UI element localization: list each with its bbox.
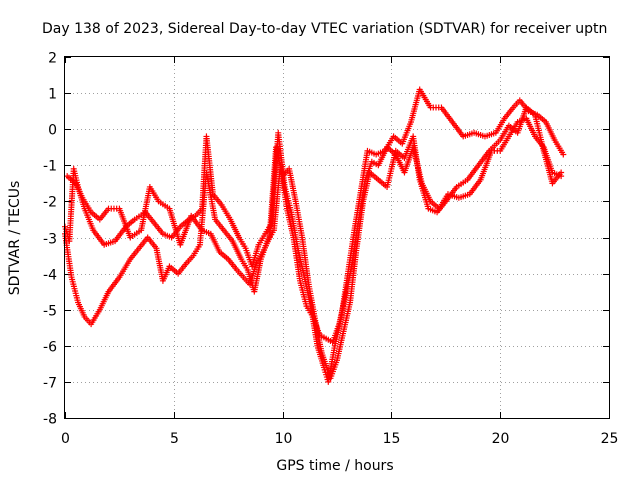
y-tick-label: -8 (43, 412, 57, 428)
plot-frame (64, 56, 610, 419)
y-tick-label: -3 (43, 232, 57, 248)
y-axis-label: SDTVAR / TECUs (7, 181, 23, 296)
x-tick-label: 5 (170, 431, 179, 447)
y-tick-label: -7 (43, 376, 57, 392)
y-tick-label: -2 (43, 195, 57, 211)
x-tick-label: 0 (61, 431, 70, 447)
y-tick-label: 2 (48, 51, 57, 67)
y-tick-label: -5 (43, 304, 57, 320)
y-tick-label: 0 (48, 123, 57, 139)
grid-layer (65, 57, 609, 418)
data-point (558, 169, 565, 176)
y-tick-label: -4 (43, 268, 57, 284)
data-point (560, 151, 567, 158)
x-tick-label: 10 (275, 431, 293, 447)
x-tick-label: 25 (601, 431, 619, 447)
chart-title: Day 138 of 2023, Sidereal Day-to-day VTE… (42, 21, 607, 37)
data-points-layer (62, 86, 567, 385)
y-tick-label: 1 (48, 87, 57, 103)
x-axis-label: GPS time / hours (276, 458, 393, 474)
x-tick-label: 20 (492, 431, 510, 447)
y-tick-label: -1 (43, 159, 57, 175)
y-tick-label: -6 (43, 340, 57, 356)
x-tick-label: 15 (383, 431, 401, 447)
